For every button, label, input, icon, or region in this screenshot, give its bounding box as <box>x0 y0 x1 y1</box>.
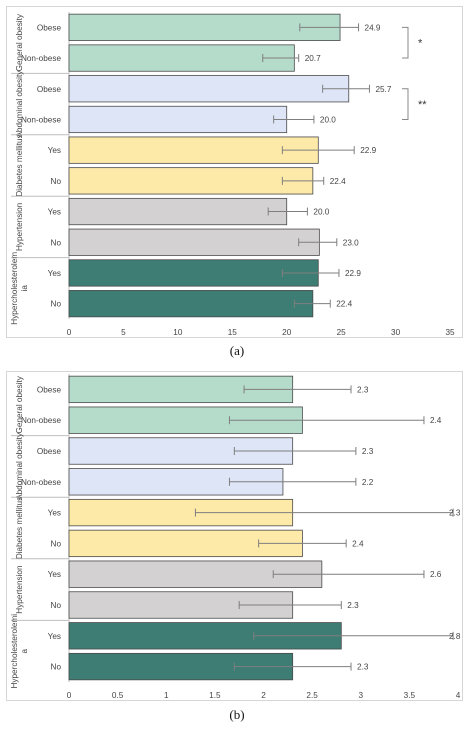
x-tick-label: 0 <box>67 328 72 337</box>
chart-panel-a: General obesity Obese 24.9 Non-obese 20.7 Abd… <box>6 6 463 338</box>
significance-bracket <box>402 26 409 59</box>
group-label: Abdominal obesity <box>15 432 24 500</box>
group-label-line: a <box>20 648 29 653</box>
x-tick-label: 0.5 <box>112 691 124 700</box>
data-label: 2.4 <box>352 539 364 548</box>
chart-b-svg: General obesity Obese 2.3 Non-obese 2.4 Abdom… <box>10 374 461 700</box>
panel-caption-a: (a) <box>229 343 245 358</box>
x-tick-label: 30 <box>391 328 401 337</box>
group-label: General obesity <box>15 13 24 71</box>
panel-caption-b: (b) <box>229 707 245 722</box>
category-label: Yes <box>48 269 61 278</box>
significance-marker: ** <box>418 99 427 111</box>
bar <box>68 290 314 318</box>
category-label: No <box>51 300 62 309</box>
group-label-line: Diabetes mellitus <box>15 497 24 559</box>
group-label-line: Hypertension <box>15 565 24 614</box>
group-label-line: General obesity <box>15 375 24 433</box>
x-tick-label: 4 <box>456 691 461 700</box>
bar <box>68 75 350 103</box>
x-tick-label: 25 <box>337 328 347 337</box>
data-label: 2.3 <box>362 447 374 456</box>
x-tick-label: 1.5 <box>209 691 221 700</box>
group-label-line: Hypertension <box>15 202 24 251</box>
bar <box>68 44 295 72</box>
group-label: Hypertension <box>15 565 24 614</box>
data-label: 22.4 <box>330 177 346 186</box>
data-label: 23.0 <box>343 238 359 247</box>
category-label: No <box>51 663 62 672</box>
category-label: Yes <box>48 208 61 217</box>
bar <box>68 228 320 256</box>
category-label: Non-obese <box>21 54 62 63</box>
group-label-line: Hypercholesterolem <box>10 252 19 325</box>
group-label-line: Abdominal obesity <box>15 70 24 138</box>
data-label: 20.7 <box>305 54 321 63</box>
category-label: Non-obese <box>21 478 62 487</box>
data-label: 20.0 <box>313 208 329 217</box>
category-label: Yes <box>48 146 61 155</box>
data-label: 2.6 <box>430 570 442 579</box>
data-label: 2.3 <box>449 509 461 518</box>
data-label: 20.0 <box>320 115 336 124</box>
category-label: No <box>51 539 62 548</box>
x-tick-label: 2 <box>261 691 266 700</box>
category-label: No <box>51 601 62 610</box>
data-label: 25.7 <box>375 85 391 94</box>
x-tick-label: 20 <box>282 328 292 337</box>
group-label: Hypercholesterolemia <box>10 252 29 325</box>
group-label-line: Hypercholesterolemi <box>10 614 19 689</box>
data-label: 24.9 <box>365 23 381 32</box>
category-label: No <box>51 238 62 247</box>
category-label: Yes <box>48 570 61 579</box>
bar <box>68 259 319 287</box>
x-tick-label: 35 <box>445 328 455 337</box>
x-tick-label: 10 <box>173 328 183 337</box>
group-label-line: Diabetes mellitus <box>15 134 24 196</box>
category-label: Obese <box>37 447 62 456</box>
group-label: Hypercholesterolemia <box>10 614 29 689</box>
group-label-line: General obesity <box>15 13 24 71</box>
category-label: Obese <box>37 23 62 32</box>
category-label: No <box>51 177 62 186</box>
chart-a-svg: General obesity Obese 24.9 Non-obese 20.7 Abd… <box>10 12 455 337</box>
group-label-line: ia <box>20 285 29 292</box>
data-label: 2.4 <box>430 416 442 425</box>
bar <box>68 13 341 41</box>
data-label: 22.9 <box>345 269 361 278</box>
data-label: 2.3 <box>357 385 369 394</box>
bar <box>68 105 288 134</box>
group-label: Abdominal obesity <box>15 70 24 138</box>
data-label: 2.2 <box>362 478 374 487</box>
data-label: 2.3 <box>357 663 369 672</box>
bar <box>68 167 314 195</box>
group-label: Diabetes mellitus <box>15 497 24 559</box>
significance-bracket <box>402 88 409 120</box>
x-tick-label: 1 <box>164 691 169 700</box>
x-tick-label: 3 <box>358 691 363 700</box>
x-tick-label: 5 <box>121 328 126 337</box>
chart-panel-b: General obesity Obese 2.3 Non-obese 2.4 Abdom… <box>6 371 463 701</box>
data-label: 22.9 <box>360 146 376 155</box>
bar <box>68 136 319 164</box>
group-label-line: Abdominal obesity <box>15 432 24 500</box>
x-tick-label: 15 <box>228 328 238 337</box>
category-label: Obese <box>37 385 62 394</box>
data-label: 2.8 <box>449 632 461 641</box>
category-label: Yes <box>48 632 61 641</box>
group-label: General obesity <box>15 375 24 433</box>
data-label: 2.3 <box>347 601 359 610</box>
data-label: 22.4 <box>336 300 352 309</box>
group-label: Hypertension <box>15 202 24 251</box>
bar <box>68 197 288 226</box>
x-tick-label: 0 <box>67 691 72 700</box>
category-label: Yes <box>48 509 61 518</box>
group-label: Diabetes mellitus <box>15 134 24 196</box>
x-tick-label: 2.5 <box>306 691 318 700</box>
category-label: Obese <box>37 85 62 94</box>
significance-marker: * <box>418 38 423 50</box>
x-tick-label: 3.5 <box>404 691 416 700</box>
category-label: Non-obese <box>21 416 62 425</box>
category-label: Non-obese <box>21 115 62 124</box>
